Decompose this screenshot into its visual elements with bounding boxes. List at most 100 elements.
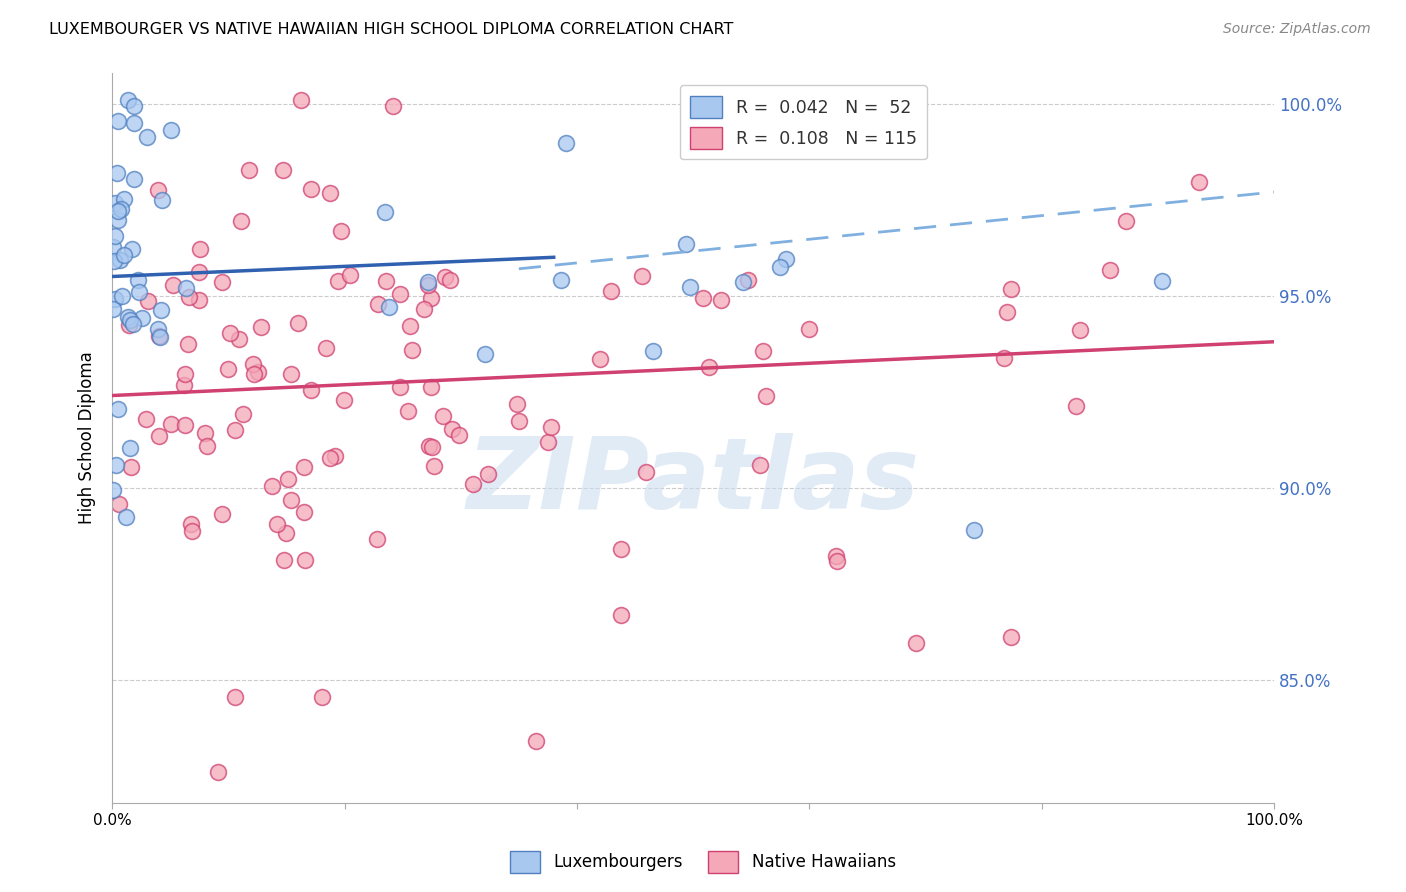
- Point: [121, 243, 143, 257]
- Point: [124, 171, 146, 186]
- Point: [160, 122, 183, 136]
- Point: [105, 458, 128, 473]
- Point: [420, 380, 443, 394]
- Point: [104, 228, 127, 243]
- Point: [127, 273, 149, 287]
- Point: [399, 319, 422, 334]
- Point: [434, 269, 457, 284]
- Point: [146, 321, 169, 335]
- Point: [540, 420, 562, 434]
- Legend: R =  0.042   N =  52, R =  0.108   N = 115: R = 0.042 N = 52, R = 0.108 N = 115: [681, 86, 927, 160]
- Point: [148, 429, 170, 443]
- Point: [117, 310, 139, 324]
- Point: [117, 93, 139, 107]
- Point: [555, 136, 578, 150]
- Point: [118, 318, 141, 333]
- Point: [641, 344, 664, 359]
- Legend: Luxembourgers, Native Hawaiians: Luxembourgers, Native Hawaiians: [503, 845, 903, 880]
- Point: [389, 380, 412, 394]
- Point: [439, 273, 461, 287]
- Point: [366, 532, 388, 546]
- Point: [229, 214, 252, 228]
- Point: [599, 284, 621, 298]
- Point: [188, 264, 211, 278]
- Point: [101, 240, 124, 254]
- Point: [825, 554, 848, 568]
- Point: [218, 326, 240, 341]
- Point: [610, 541, 633, 556]
- Point: [152, 193, 174, 207]
- Point: [243, 367, 266, 381]
- Point: [101, 301, 124, 316]
- Point: [737, 272, 759, 286]
- Point: [589, 351, 612, 366]
- Point: [418, 439, 440, 453]
- Point: [160, 417, 183, 431]
- Point: [266, 517, 288, 532]
- Point: [537, 434, 560, 449]
- Point: [413, 301, 436, 316]
- Point: [461, 477, 484, 491]
- Point: [280, 492, 302, 507]
- Point: [333, 392, 356, 407]
- Point: [1188, 175, 1211, 189]
- Point: [692, 291, 714, 305]
- Point: [228, 332, 250, 346]
- Point: [207, 764, 229, 779]
- Point: [173, 378, 195, 392]
- Point: [148, 329, 170, 343]
- Point: [315, 341, 337, 355]
- Point: [311, 690, 333, 704]
- Point: [797, 322, 820, 336]
- Point: [177, 290, 200, 304]
- Point: [825, 549, 848, 563]
- Point: [149, 330, 172, 344]
- Point: [181, 524, 204, 538]
- Point: [180, 516, 202, 531]
- Point: [374, 205, 396, 219]
- Point: [273, 553, 295, 567]
- Y-axis label: High School Diploma: High School Diploma: [79, 351, 96, 524]
- Point: [524, 733, 547, 747]
- Point: [423, 458, 446, 473]
- Point: [993, 351, 1015, 365]
- Point: [339, 268, 361, 282]
- Point: [749, 458, 772, 472]
- Text: ZIPatlas: ZIPatlas: [467, 433, 920, 530]
- Point: [506, 397, 529, 411]
- Point: [697, 359, 720, 374]
- Point: [174, 368, 197, 382]
- Point: [679, 279, 702, 293]
- Point: [775, 252, 797, 266]
- Point: [963, 523, 986, 537]
- Text: LUXEMBOURGER VS NATIVE HAWAIIAN HIGH SCHOOL DIPLOMA CORRELATION CHART: LUXEMBOURGER VS NATIVE HAWAIIAN HIGH SCH…: [49, 22, 734, 37]
- Text: Source: ZipAtlas.com: Source: ZipAtlas.com: [1223, 22, 1371, 37]
- Point: [418, 278, 440, 293]
- Point: [112, 247, 135, 261]
- Point: [122, 317, 145, 331]
- Point: [277, 471, 299, 485]
- Point: [131, 311, 153, 326]
- Point: [271, 163, 294, 178]
- Point: [103, 254, 125, 268]
- Point: [550, 273, 572, 287]
- Point: [238, 162, 260, 177]
- Point: [107, 113, 129, 128]
- Point: [194, 425, 217, 440]
- Point: [634, 465, 657, 479]
- Point: [508, 413, 530, 427]
- Point: [419, 291, 441, 305]
- Point: [1069, 323, 1091, 337]
- Point: [122, 99, 145, 113]
- Point: [447, 428, 470, 442]
- Point: [731, 275, 754, 289]
- Point: [905, 636, 928, 650]
- Point: [211, 275, 233, 289]
- Point: [110, 202, 132, 216]
- Point: [224, 423, 246, 437]
- Point: [474, 347, 496, 361]
- Point: [232, 407, 254, 421]
- Point: [105, 166, 128, 180]
- Point: [177, 337, 200, 351]
- Point: [107, 212, 129, 227]
